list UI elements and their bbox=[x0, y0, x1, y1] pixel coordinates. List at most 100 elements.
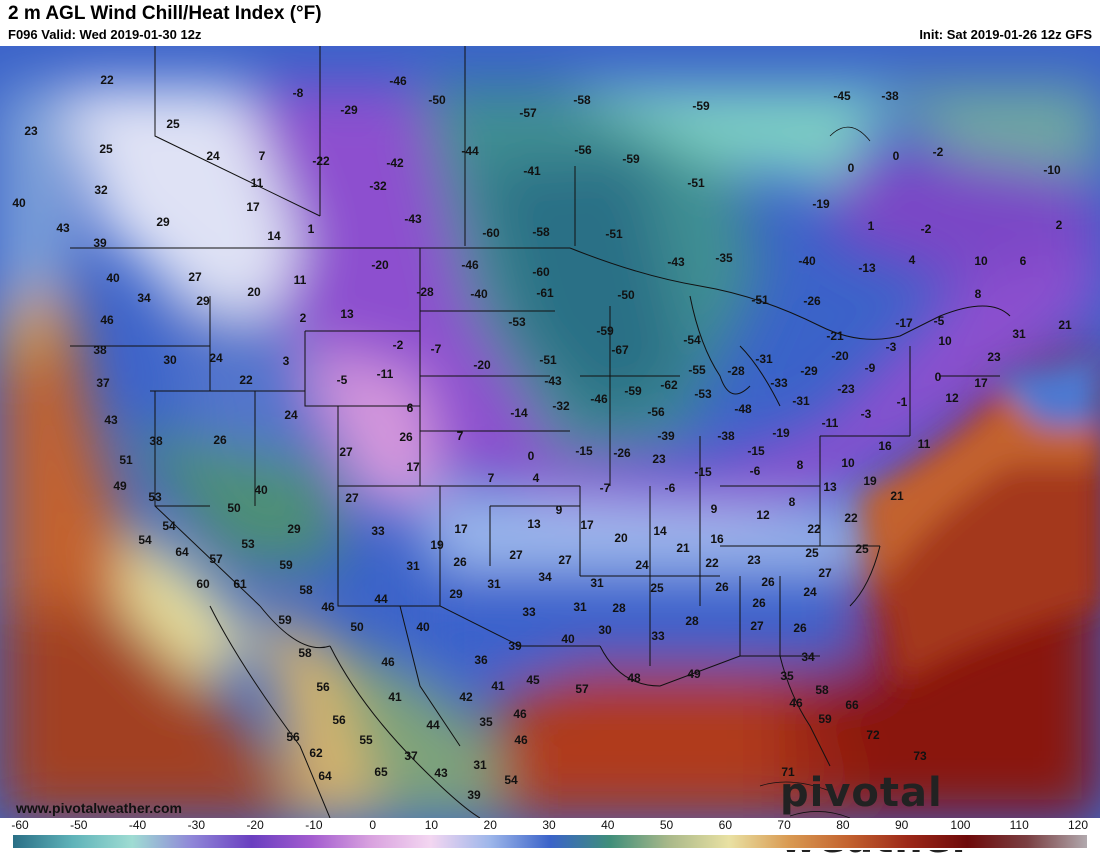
value-label: 7 bbox=[258, 149, 266, 163]
colorbar-strip bbox=[13, 835, 1087, 848]
colorbar: -60 -50 -40 -30 -20 -10 0 10 20 30 40 50 60 70 80 90 100… bbox=[0, 818, 1100, 850]
value-label: 17 bbox=[580, 518, 594, 532]
value-label: 65 bbox=[374, 765, 388, 779]
value-label: -5 bbox=[933, 314, 945, 328]
value-label: -6 bbox=[749, 464, 761, 478]
map-title: 2 m AGL Wind Chill/Heat Index (°F) bbox=[8, 3, 322, 24]
temperature-field bbox=[0, 46, 1100, 818]
value-label: 26 bbox=[793, 621, 807, 635]
value-label: -19 bbox=[812, 197, 830, 211]
value-label: 42 bbox=[459, 690, 473, 704]
value-label: 20 bbox=[614, 531, 628, 545]
value-label: 2 bbox=[1055, 218, 1063, 232]
value-label: 10 bbox=[841, 456, 855, 470]
value-label: 30 bbox=[598, 623, 612, 637]
value-label: 59 bbox=[278, 613, 292, 627]
value-label: 11 bbox=[250, 176, 264, 190]
value-label: 57 bbox=[575, 682, 589, 696]
colorbar-tick: 60 bbox=[718, 818, 733, 832]
value-label: -15 bbox=[694, 465, 712, 479]
value-label: 41 bbox=[491, 679, 505, 693]
value-label: 21 bbox=[890, 489, 904, 503]
value-label: -59 bbox=[624, 384, 642, 398]
colorbar-tick: 80 bbox=[836, 818, 850, 832]
value-label: 40 bbox=[106, 271, 120, 285]
value-label: 24 bbox=[635, 558, 649, 572]
value-label: 16 bbox=[878, 439, 892, 453]
value-label: -46 bbox=[461, 258, 479, 272]
value-label: 16 bbox=[710, 532, 724, 546]
value-label: -35 bbox=[715, 251, 733, 265]
watermark-url[interactable]: www.pivotalweather.com bbox=[16, 800, 182, 816]
colorbar-tick: 100 bbox=[950, 818, 971, 832]
value-label: -62 bbox=[660, 378, 678, 392]
value-label: 25 bbox=[99, 142, 113, 156]
value-label: -46 bbox=[590, 392, 608, 406]
value-label: -32 bbox=[369, 179, 387, 193]
value-label: -20 bbox=[831, 349, 849, 363]
init-time: Init: Sat 2019-01-26 12z GFS bbox=[919, 27, 1092, 42]
value-label: 56 bbox=[286, 730, 300, 744]
value-label: 27 bbox=[339, 445, 353, 459]
value-label: 29 bbox=[196, 294, 210, 308]
value-label: 2 bbox=[299, 311, 307, 325]
colorbar-tick: 30 bbox=[542, 818, 556, 832]
value-label: 6 bbox=[1019, 254, 1027, 268]
value-label: -45 bbox=[833, 89, 851, 103]
value-label: 46 bbox=[514, 733, 528, 747]
value-label: 40 bbox=[254, 483, 268, 497]
value-label: 46 bbox=[100, 313, 114, 327]
value-label: -32 bbox=[552, 399, 570, 413]
value-label: 60 bbox=[196, 577, 210, 591]
value-label: -3 bbox=[885, 340, 897, 354]
value-label: -48 bbox=[734, 402, 752, 416]
value-label: -7 bbox=[430, 342, 442, 356]
value-label: -39 bbox=[657, 429, 675, 443]
value-label: 66 bbox=[845, 698, 859, 712]
value-label: -29 bbox=[800, 364, 818, 378]
value-label: -51 bbox=[687, 176, 705, 190]
value-label: 23 bbox=[747, 553, 761, 567]
value-label: 17 bbox=[246, 200, 260, 214]
value-label: 36 bbox=[474, 653, 488, 667]
value-label: -2 bbox=[392, 338, 404, 352]
value-label: 27 bbox=[345, 491, 359, 505]
value-label: 25 bbox=[650, 581, 664, 595]
colorbar-tick: 110 bbox=[1009, 818, 1029, 832]
value-label: -11 bbox=[376, 367, 394, 381]
value-label: 24 bbox=[206, 149, 220, 163]
value-label: 71 bbox=[781, 765, 795, 779]
value-label: 44 bbox=[374, 592, 388, 606]
value-label: 25 bbox=[855, 542, 869, 556]
value-label: -15 bbox=[575, 444, 593, 458]
value-label: -15 bbox=[747, 444, 765, 458]
value-label: -26 bbox=[803, 294, 821, 308]
value-label: 27 bbox=[818, 566, 832, 580]
value-label: 23 bbox=[24, 124, 38, 138]
value-label: -38 bbox=[717, 429, 735, 443]
value-label: -43 bbox=[667, 255, 685, 269]
value-label: 33 bbox=[371, 524, 385, 538]
value-label: -54 bbox=[683, 333, 701, 347]
value-label: 31 bbox=[406, 559, 420, 573]
value-label: 49 bbox=[113, 479, 127, 493]
value-label: 48 bbox=[627, 671, 641, 685]
value-label: 29 bbox=[156, 215, 170, 229]
value-label: -22 bbox=[312, 154, 330, 168]
colorbar-tick: 0 bbox=[369, 818, 376, 832]
value-label: 43 bbox=[434, 766, 448, 780]
value-label: 22 bbox=[100, 73, 114, 87]
colorbar-tick: -20 bbox=[246, 818, 264, 832]
valid-time: F096 Valid: Wed 2019-01-30 12z bbox=[8, 27, 202, 42]
value-label: 57 bbox=[209, 552, 223, 566]
value-label: 59 bbox=[279, 558, 293, 572]
value-label: 13 bbox=[823, 480, 837, 494]
value-label: 54 bbox=[138, 533, 152, 547]
value-label: 27 bbox=[188, 270, 202, 284]
value-label: 55 bbox=[359, 733, 373, 747]
value-label: 58 bbox=[299, 583, 313, 597]
colorbar-tick: 50 bbox=[659, 818, 674, 832]
value-label: 24 bbox=[209, 351, 223, 365]
value-label: 40 bbox=[416, 620, 430, 634]
colorbar-tick: -30 bbox=[187, 818, 205, 832]
